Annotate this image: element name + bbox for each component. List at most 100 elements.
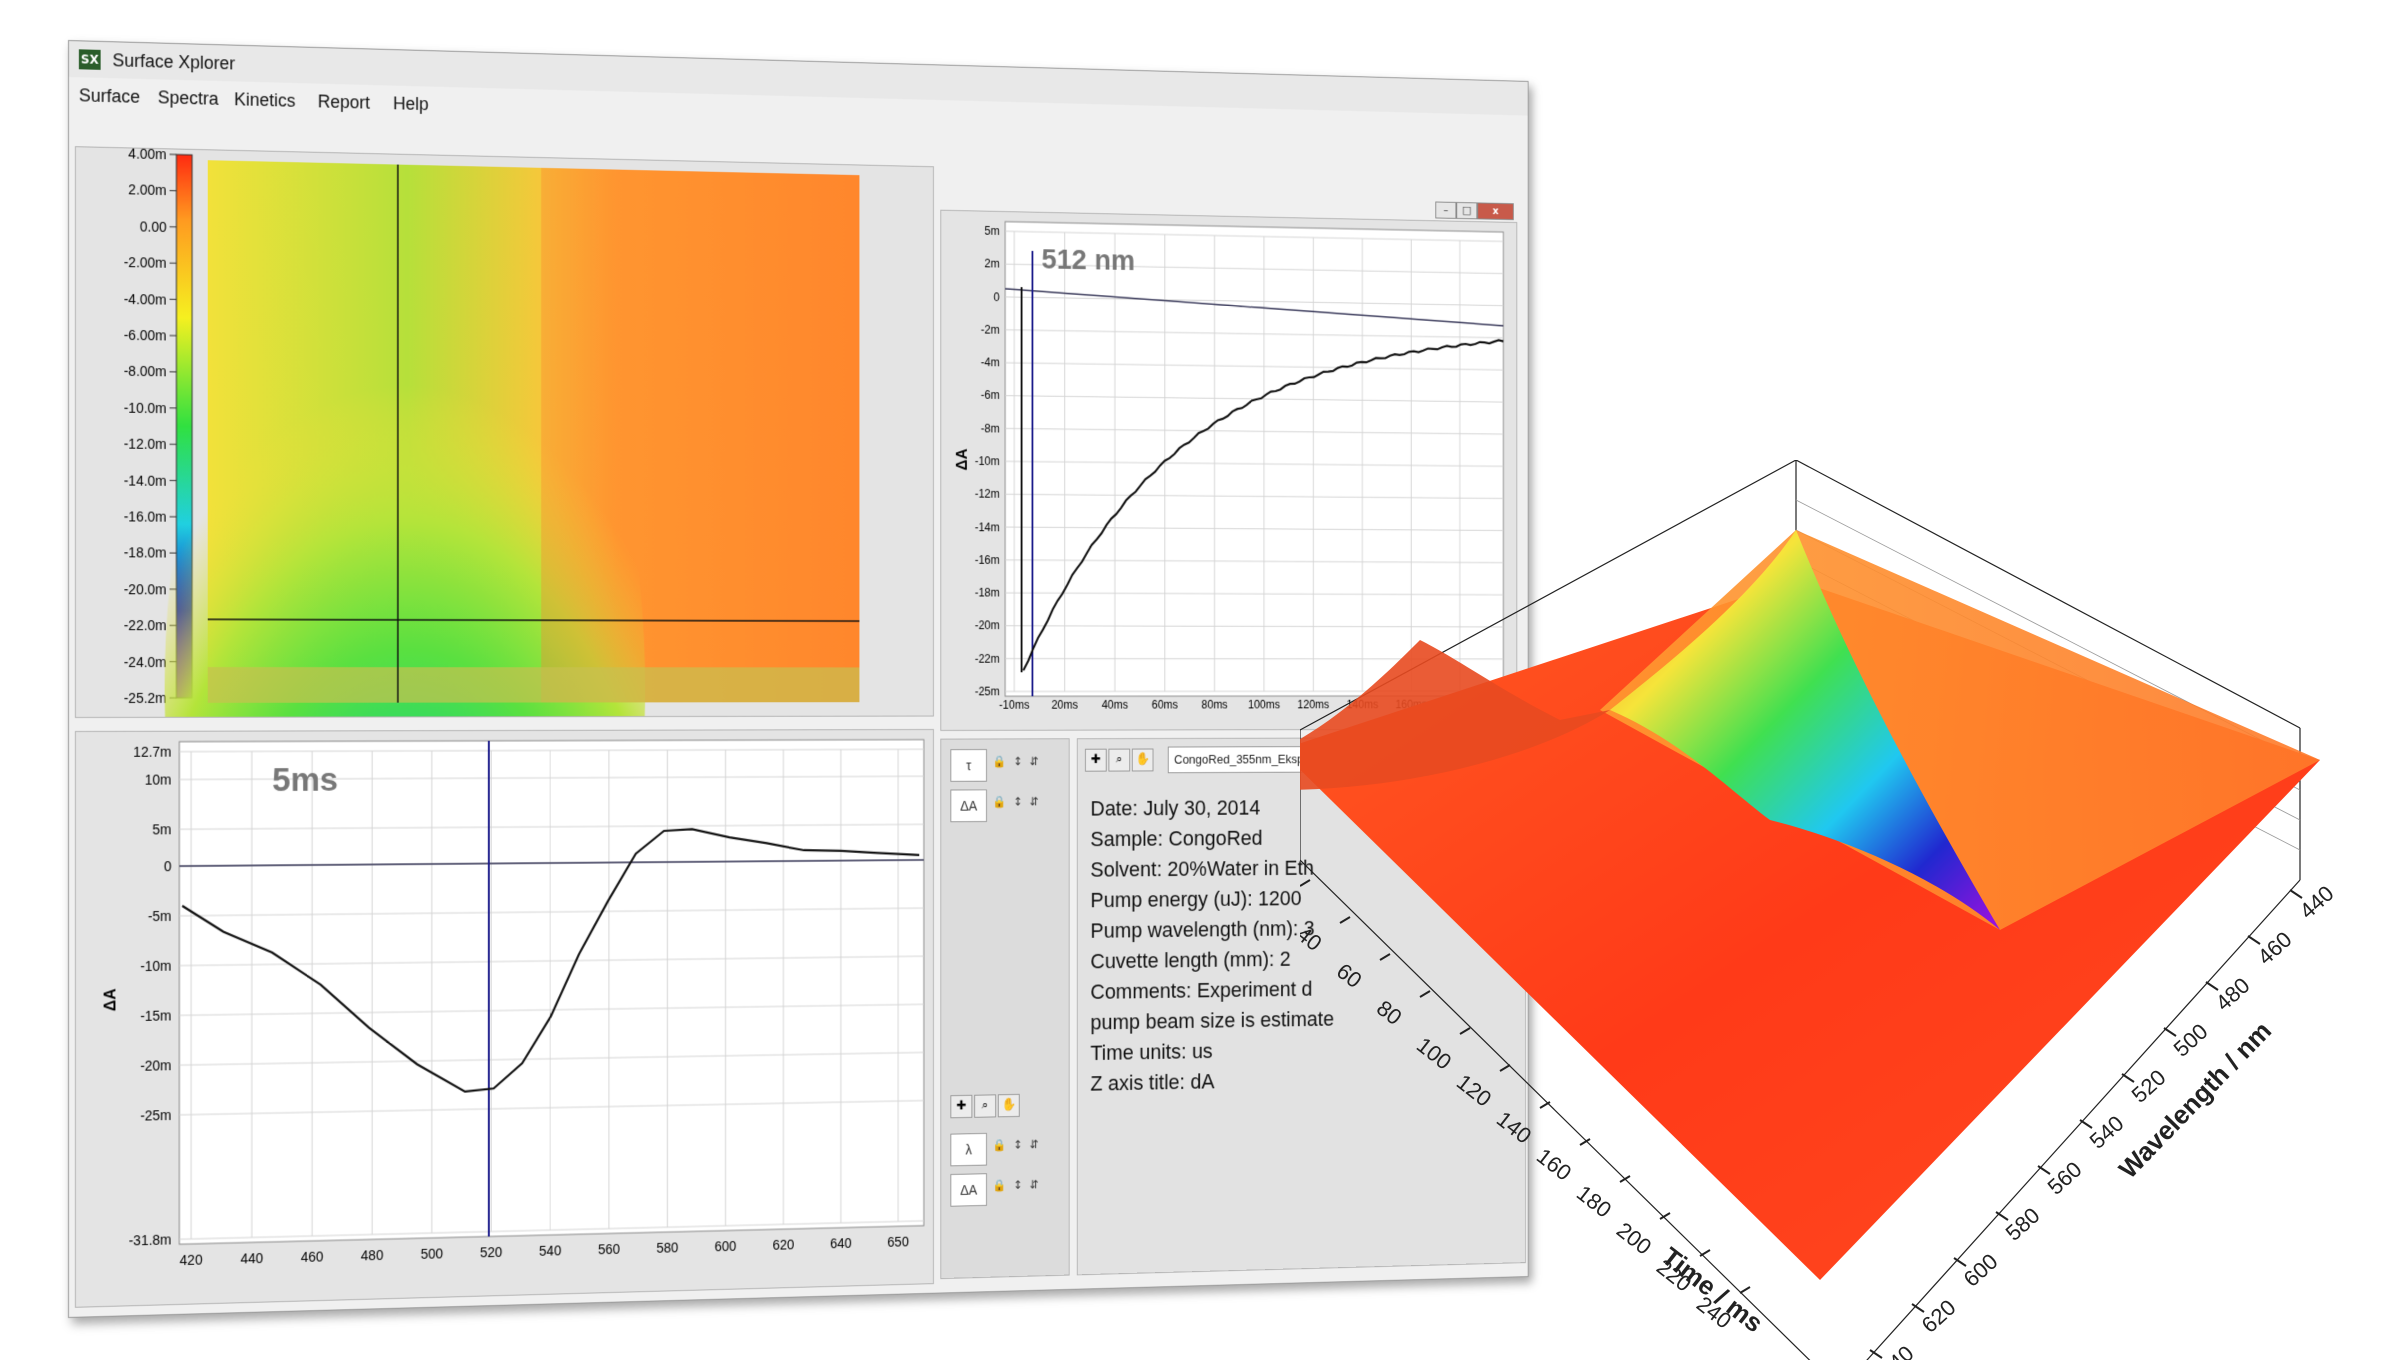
- spectrum-ytick-label: 5m: [152, 821, 171, 837]
- time-tick-label: 200: [1612, 1217, 1656, 1259]
- kinetics-ytick-label: -20m: [975, 619, 1000, 633]
- wavelength-tick-label: 460: [2253, 927, 2297, 970]
- surface-map[interactable]: 4.00m 2.00m 0.00 -2.00m -4.00m -6.00m -8.00m -1…: [76, 147, 933, 717]
- info-sample: Sample: CongoRed: [1090, 826, 1262, 852]
- spectrum-ytick-label: -10m: [140, 958, 171, 974]
- time-tick-label: 100: [1412, 1032, 1456, 1074]
- window-title: Surface Xplorer: [112, 50, 235, 74]
- colorbar-tick-label: -20.0m: [124, 581, 167, 597]
- lambda-scale-icons[interactable]: 🔒 ↕ ⇵: [992, 1138, 1040, 1152]
- spectrum-ytick-label: -20m: [140, 1057, 171, 1074]
- kinetics-ytick-label: -14m: [975, 520, 1000, 534]
- spectrum-xtick-label: 560: [598, 1241, 620, 1257]
- colorbar-tick-label: -22.0m: [124, 617, 167, 633]
- colorbar-tick-label: -14.0m: [124, 472, 167, 488]
- pan-hand-icon[interactable]: ✋: [998, 1094, 1020, 1117]
- menu-help[interactable]: Help: [393, 93, 429, 115]
- colorbar-tick-label: 2.00m: [128, 182, 166, 199]
- kinetics-xtick-label: 20ms: [1051, 698, 1078, 711]
- wavelength-tick-label: 440: [2295, 881, 2339, 924]
- spectrum-plot-area: [179, 740, 923, 1245]
- wavelength-tick-label: 540: [2085, 1111, 2129, 1154]
- kinetics-ytick-label: 2m: [985, 257, 1000, 271]
- kinetics-ytick-label: -2m: [981, 323, 1000, 337]
- wavelength-tick-label: 480: [2211, 973, 2255, 1016]
- time-tick: [1460, 1028, 1470, 1034]
- wavelength-tick-label: 520: [2127, 1065, 2171, 1108]
- time-tick-label: 40: [1300, 921, 1327, 956]
- time-tick: [1620, 1176, 1630, 1182]
- spectrum-ytick-label: -31.8m: [129, 1231, 172, 1248]
- colorbar-tick-label: -4.00m: [124, 290, 167, 307]
- dA-field[interactable]: ΔA: [950, 789, 987, 822]
- crosshair-icon[interactable]: ✚: [1085, 749, 1107, 772]
- minimize-button[interactable]: –: [1435, 202, 1456, 219]
- time-tick-label: 160: [1532, 1143, 1576, 1185]
- wavelength-tick-label: 500: [2169, 1019, 2213, 1062]
- colorbar-tick-label: -6.00m: [124, 327, 167, 344]
- wavelength-tick: [2164, 1028, 2176, 1036]
- surface-3d-plot: 20406080100120140160180200220240 4404604…: [1300, 460, 2404, 1360]
- crosshair-icon[interactable]: ✚: [950, 1095, 972, 1118]
- info-pump-energy: Pump energy (uJ): 1200: [1090, 886, 1301, 913]
- dA2-field[interactable]: ΔA: [950, 1173, 987, 1207]
- colorbar-tick-label: 0.00: [140, 218, 167, 235]
- colorbar-tick-label: -12.0m: [124, 436, 167, 452]
- wavelength-tick: [2248, 936, 2260, 944]
- app-logo-icon: SX: [79, 49, 101, 70]
- wavelength-tick-label: 620: [1917, 1295, 1961, 1338]
- close-button[interactable]: x: [1477, 202, 1514, 220]
- spectrum-xtick-label: 640: [830, 1235, 852, 1251]
- kinetics-ytick-label: -16m: [975, 553, 1000, 567]
- spectrum-ytick-label: -25m: [140, 1107, 171, 1124]
- spectrum-ytick-label: 12.7m: [133, 744, 171, 760]
- colorbar-tick-label: 4.00m: [128, 147, 166, 162]
- spectrum-toolbar: ✚ ⌕ ✋: [950, 1094, 1021, 1118]
- menu-surface[interactable]: Surface: [79, 85, 140, 108]
- colorbar-tick-label: -2.00m: [124, 254, 167, 271]
- spectrum-xtick-label: 520: [480, 1244, 503, 1260]
- spectrum-ytick-label: 0: [164, 858, 172, 874]
- menu-report[interactable]: Report: [318, 92, 370, 114]
- window-buttons: – □ x: [1435, 202, 1513, 221]
- dA2-scale-icons[interactable]: 🔒 ↕ ⇵: [992, 1178, 1040, 1193]
- dA-scale-icons[interactable]: 🔒 ↕ ⇵: [992, 795, 1040, 809]
- time-tick: [1420, 991, 1430, 997]
- spectrum-plot[interactable]: 12.7m 10m 5m 0 -5m -10m -15m -20m -25m -31.8m 420…: [76, 730, 933, 1307]
- spectrum-ytick-label: 10m: [145, 772, 172, 788]
- time-tick: [1700, 1250, 1710, 1256]
- colorbar-tick-label: -18.0m: [124, 545, 167, 561]
- kinetics-xtick-label: -10ms: [999, 698, 1029, 712]
- zoom-icon[interactable]: ⌕: [974, 1094, 996, 1117]
- time-tick-label: 140: [1492, 1106, 1536, 1148]
- zoom-icon[interactable]: ⌕: [1108, 749, 1130, 772]
- spectrum-xtick-label: 650: [887, 1234, 909, 1250]
- spectrum-xtick-label: 580: [656, 1239, 678, 1255]
- maximize-button[interactable]: □: [1456, 202, 1477, 219]
- pan-hand-icon[interactable]: ✋: [1132, 749, 1154, 772]
- kinetics-xtick-label: 80ms: [1201, 698, 1227, 711]
- info-pump-wavelength: Pump wavelength (nm): 3: [1090, 916, 1314, 943]
- kinetics-ytick-label: 0: [994, 290, 1000, 304]
- info-date: Date: July 30, 2014: [1090, 796, 1260, 822]
- colorbar-tick-label: -25.2m: [124, 690, 167, 706]
- tau-scale-icons[interactable]: 🔒 ↕ ⇵: [992, 755, 1040, 769]
- menu-spectra[interactable]: Spectra: [158, 87, 219, 109]
- kinetics-ytick-label: 5m: [985, 224, 1000, 238]
- spectrum-ytick-label: -15m: [140, 1007, 171, 1023]
- surface-panel: 4.00m 2.00m 0.00 -2.00m -4.00m -6.00m -8.00m -1…: [75, 146, 934, 718]
- kinetics-xtick-label: 100ms: [1248, 698, 1280, 711]
- wavelength-tick: [2122, 1074, 2134, 1082]
- wavelength-tick: [1996, 1212, 2008, 1220]
- kinetics-xtick-label: 40ms: [1102, 698, 1128, 711]
- kinetics-xtick-label: 60ms: [1152, 698, 1178, 711]
- time-tick-label: 80: [1372, 995, 1407, 1030]
- info-cuvette-length: Cuvette length (mm): 2: [1090, 947, 1290, 974]
- menu-kinetics[interactable]: Kinetics: [234, 89, 295, 111]
- wavelength-tick-label: 560: [2043, 1157, 2087, 1200]
- tau-field[interactable]: τ: [950, 749, 987, 782]
- time-tick: [1300, 880, 1310, 886]
- spectrum-ytick-label: -5m: [148, 908, 172, 924]
- lambda-field[interactable]: λ: [950, 1133, 987, 1166]
- spectrum-time-label: 5ms: [272, 761, 338, 799]
